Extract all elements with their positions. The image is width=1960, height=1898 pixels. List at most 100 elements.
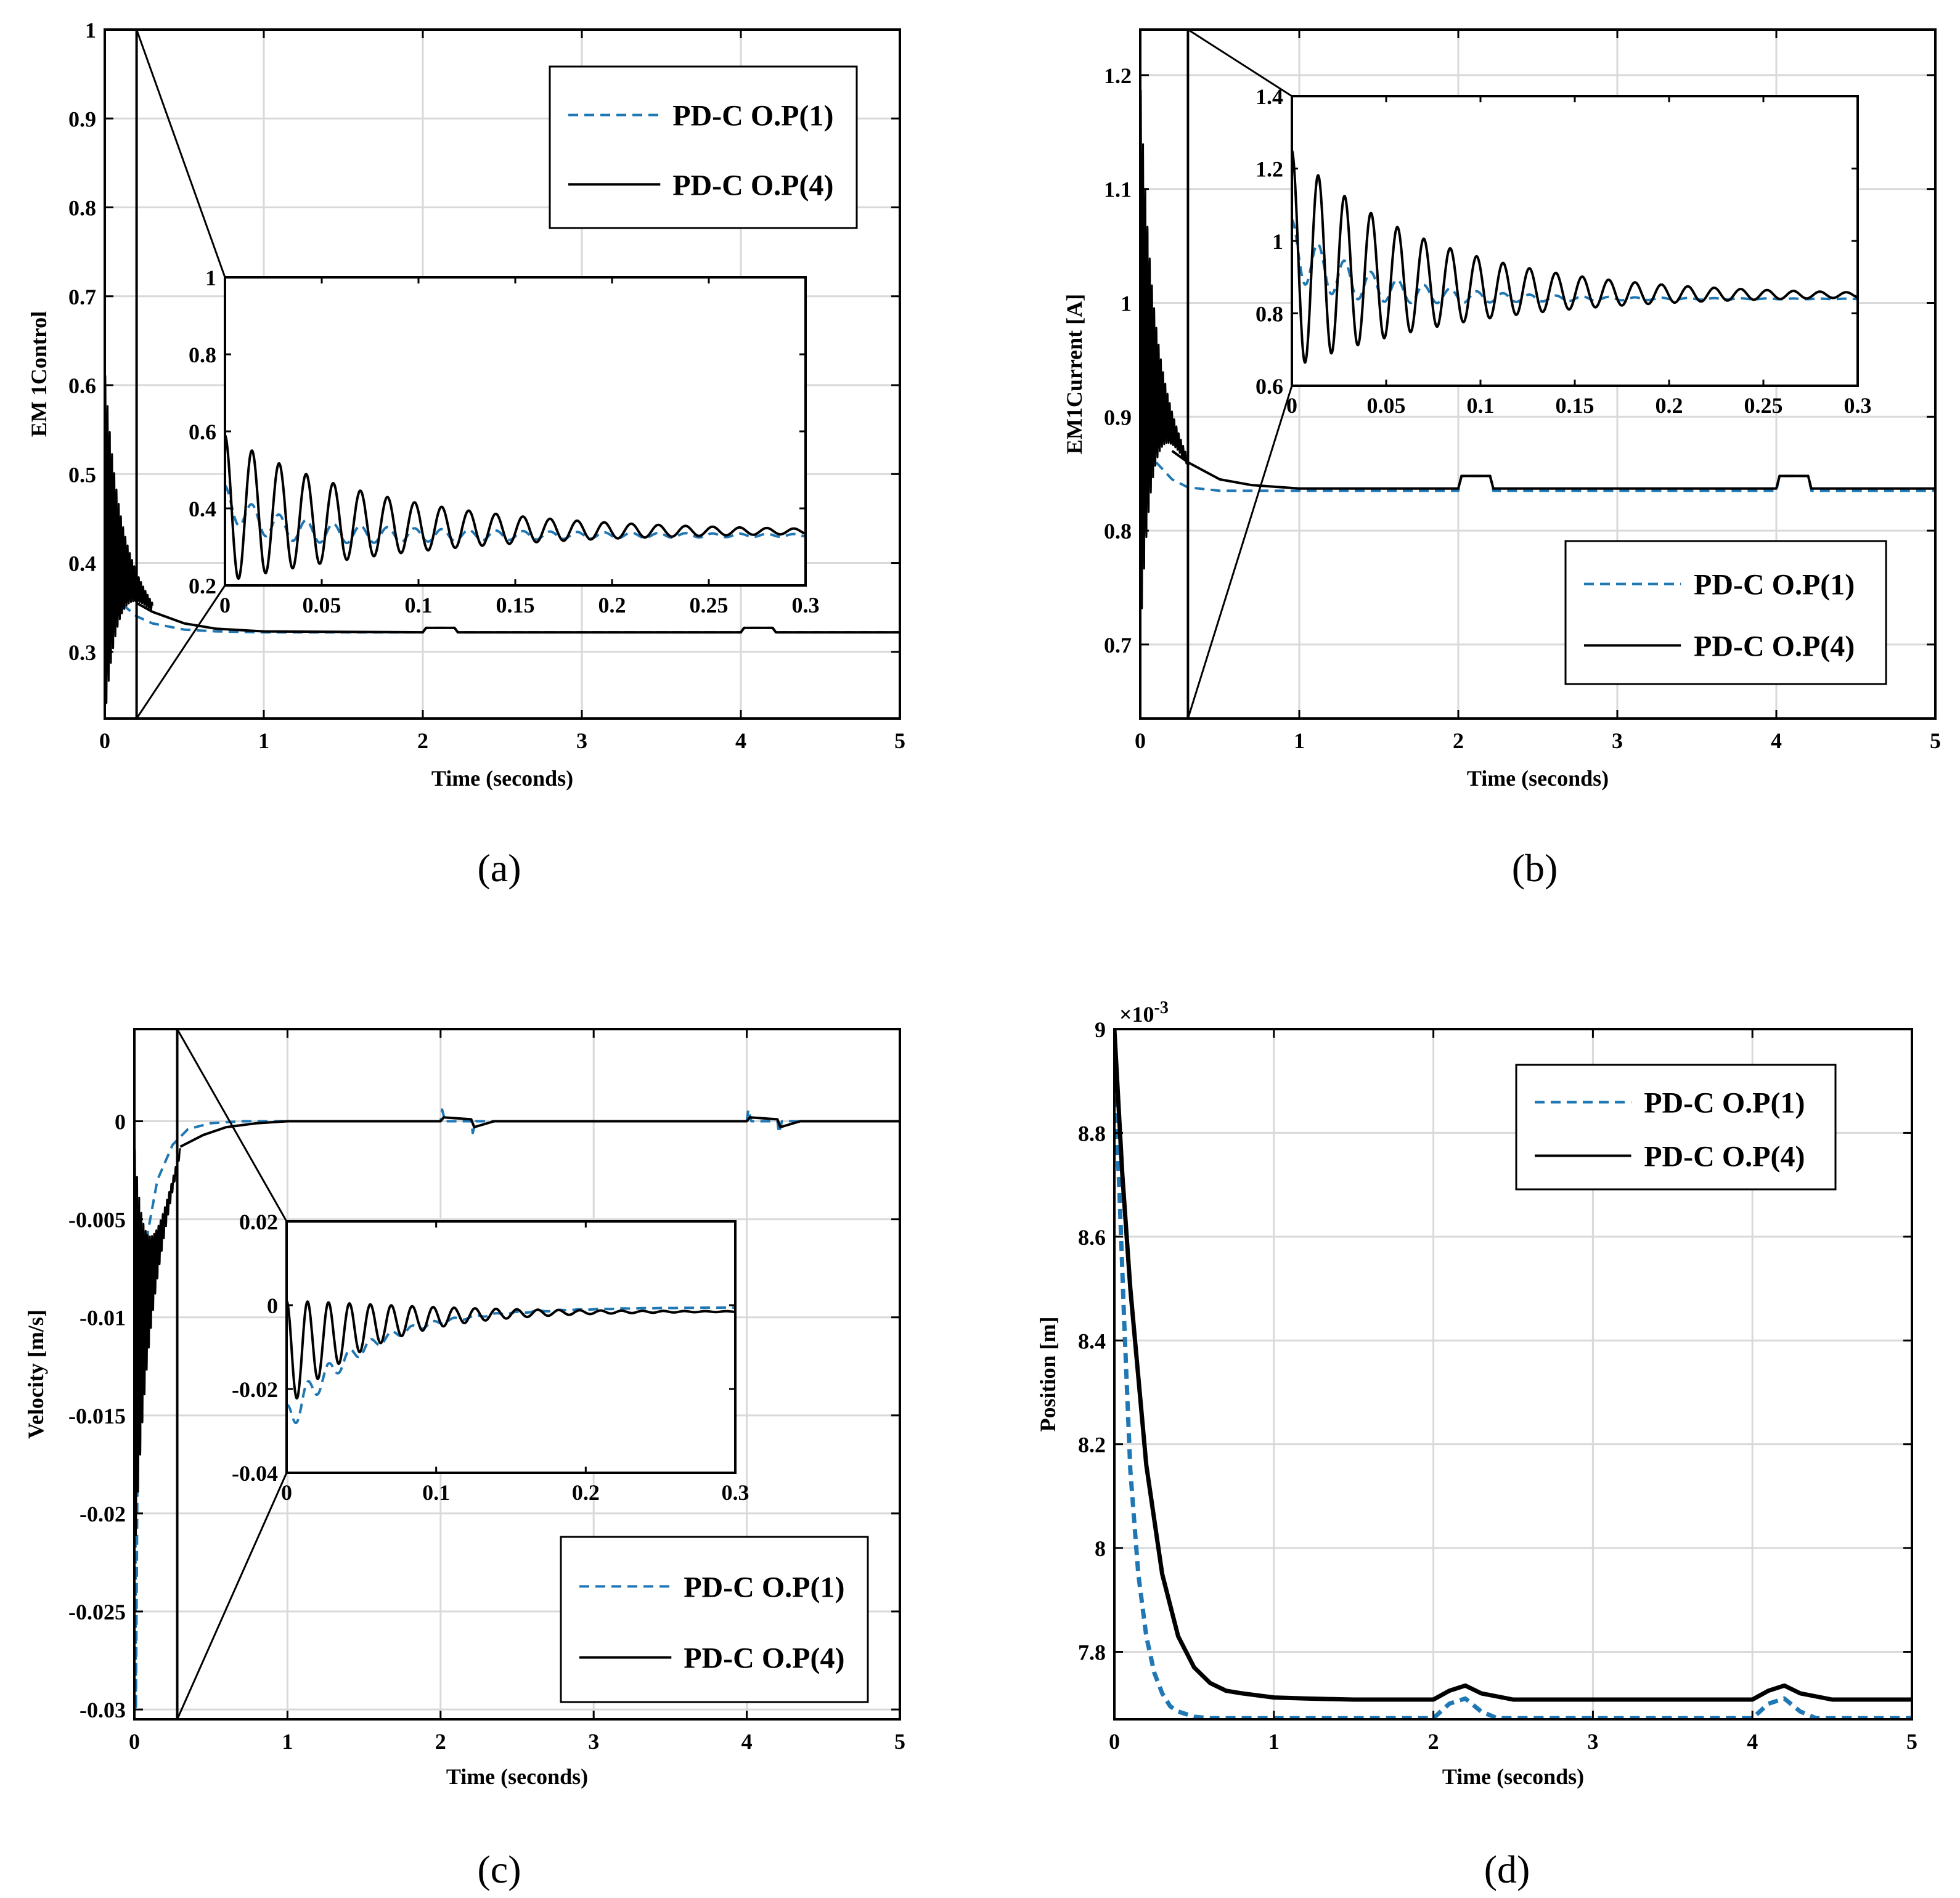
y-tick-label: 7.8 [1078,1640,1106,1665]
inset-axes: 0 0.05 0.1 0.15 0.2 0.25 0.3 0.2 0.4 0.6 0.8 1 [189,266,820,617]
y-tick-label: -0.01 [80,1306,126,1330]
legend-entry: PD-C O.P(4) [684,1642,844,1675]
y-tick-label: 0.02 [239,1210,278,1234]
y-tick-label: 1.1 [1104,177,1132,202]
x-tick-label: 1 [1294,728,1305,753]
legend-box [549,65,858,229]
panel-caption: (a) [477,846,521,890]
x-tick-label: 0.3 [1844,393,1872,418]
x-tick-label: 2 [1428,1729,1439,1754]
y-tick-label: 0.8 [68,196,96,221]
y-tick-label: 0 [115,1110,126,1134]
legend-box [1515,1064,1837,1191]
y-tick-label: 0.7 [1104,633,1132,658]
series-line-op4 [179,1116,900,1148]
y-tick-label: -0.005 [68,1208,126,1232]
zoom-connector [1186,385,1293,719]
x-tick-label: 0 [1135,728,1146,753]
y-tick-label: 0.8 [189,343,216,367]
x-tick-label: 3 [576,728,587,753]
zoom-connector [136,29,226,278]
y-tick-label: 0.9 [68,107,96,131]
y-tick-label: 0.6 [68,373,96,398]
x-tick-label: 2 [1453,728,1464,753]
y-tick-label: 0.4 [189,497,216,521]
inset-series-group [287,1300,735,1425]
y-tick-label: 0.2 [189,574,216,598]
y-tick-label: 0 [267,1293,278,1318]
legend-entry: PD-C O.P(4) [1694,630,1855,662]
y-tick-label: 0.5 [68,462,96,487]
x-tick-label: 5 [894,728,905,753]
y-tick-label: -0.015 [68,1404,126,1428]
zoom-connector [176,1028,288,1222]
axes-frame [1139,28,1937,720]
y-exponent-power: -3 [1154,998,1169,1017]
x-tick-label: 0.1 [1467,393,1495,418]
axes-frame [133,1028,901,1721]
x-tick-label: 3 [588,1729,599,1754]
y-tick-label: 9 [1095,1017,1106,1042]
y-tick-label: -0.025 [68,1600,126,1624]
axes-frame [104,28,901,720]
legend-entry: PD-C O.P(4) [672,169,833,202]
chart-panel-b: 0 1 2 3 4 5 0.7 0.8 0.9 1 1.1 1.2 0 0.05 0.1 0.15 0.2 0.2… [1062,28,1941,890]
x-tick-label: 0 [1286,393,1297,418]
inset-frame [285,1220,737,1474]
zoom-connector [136,585,226,719]
x-axis-label: Time (seconds) [431,766,573,791]
y-tick-label: 8 [1095,1536,1106,1561]
y-exponent: ×10-3 [1119,998,1169,1027]
y-tick-label: 1 [85,18,96,43]
legend-entry: PD-C O.P(1) [1694,569,1855,601]
legend-entry: PD-C O.P(1) [672,100,833,132]
y-tick-label: -0.02 [80,1502,126,1526]
y-tick-label: 0.3 [68,640,96,665]
series-group [134,1108,900,1711]
y-tick-label: -0.02 [232,1377,278,1402]
series-group [105,375,900,704]
series-line-op4 [1114,1029,1912,1702]
y-tick-label: 0.6 [1256,374,1283,399]
inset-series-op4 [225,434,806,580]
x-tick-label: 2 [417,728,428,753]
legend-entry: PD-C O.P(1) [1644,1087,1805,1120]
x-tick-label: 5 [894,1729,905,1754]
x-tick-label: 0.3 [792,593,820,617]
x-tick-label: 3 [1587,1729,1598,1754]
inset-background [225,277,806,585]
x-tick-label: 0.05 [1367,393,1406,418]
x-axis-label: Time (seconds) [446,1764,588,1789]
x-tick-label: 5 [1906,1729,1917,1754]
x-tick-label: 0.15 [496,593,535,617]
series-line-op4-oscillation [105,375,153,704]
x-tick-label: 1 [258,728,269,753]
y-axis-label: EM1Current [A] [1062,294,1087,454]
series-line-op4 [136,601,900,634]
panel-caption: (c) [477,1847,521,1891]
y-tick-label: 1 [1272,229,1283,254]
x-axis-label: Time (seconds) [1467,766,1609,791]
x-tick-label: 0.1 [422,1480,450,1505]
x-tick-label: 4 [1747,1729,1758,1754]
y-tick-label: 0.8 [1256,302,1283,327]
y-axis-label: Velocity [m/s] [23,1309,48,1439]
x-tick-label: 5 [1930,728,1941,753]
y-tick-label: -0.04 [232,1461,278,1486]
inset-background [1292,96,1858,386]
x-tick-label: 4 [735,728,746,753]
x-tick-label: 0.25 [1744,393,1783,418]
x-tick-label: 1 [1268,1729,1280,1754]
y-tick-label: 0.7 [68,285,96,309]
series-line-op4-oscillation [134,1148,181,1536]
chart-panel-d: 0 1 2 3 4 5 7.8 8 8.2 8.4 8.6 8.8 9 PD-C O.P(1) PD-C O… [1035,998,1917,1891]
x-tick-label: 4 [741,1729,753,1754]
series-group [1140,89,1935,609]
y-tick-label: 1 [1121,291,1132,316]
x-tick-label: 0.05 [303,593,341,617]
x-axis-label: Time (seconds) [1442,1764,1584,1789]
y-tick-label: 1.2 [1104,63,1132,88]
legend-entry: PD-C O.P(4) [1644,1140,1805,1173]
y-tick-label: 1.4 [1256,84,1283,109]
